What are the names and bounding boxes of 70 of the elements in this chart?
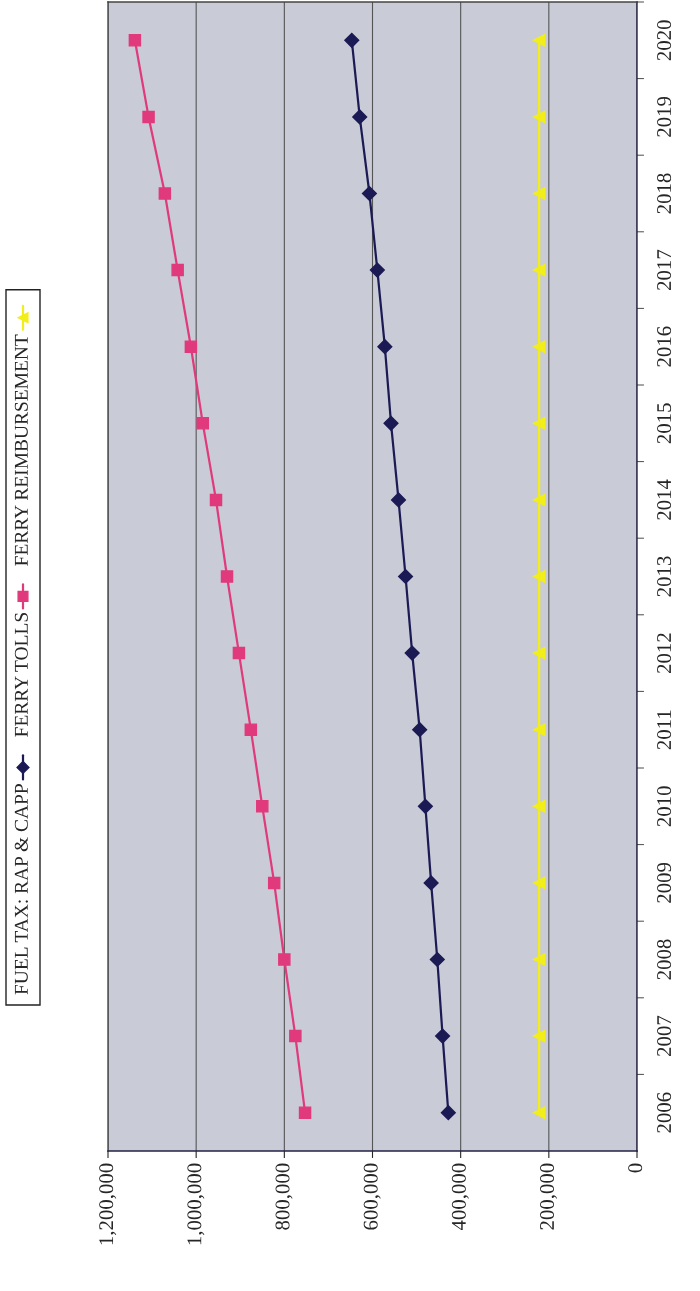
x-tick-label: 600,000	[363, 1163, 381, 1230]
point	[171, 263, 184, 277]
y-tick-label: 2015	[657, 403, 672, 444]
point	[298, 1106, 312, 1119]
point	[361, 185, 377, 202]
point	[429, 951, 445, 968]
x-tick-label: 800,000	[275, 1163, 293, 1230]
point	[532, 570, 546, 583]
point	[397, 568, 414, 585]
point	[278, 953, 291, 966]
point	[532, 1106, 546, 1119]
point	[417, 798, 433, 814]
point	[532, 34, 546, 47]
point	[423, 875, 439, 891]
point	[232, 646, 246, 660]
point	[369, 262, 385, 278]
point	[412, 722, 428, 738]
point	[344, 32, 360, 48]
point	[267, 876, 281, 890]
legend-label: FERRY REIMBURSEMENT	[14, 334, 28, 566]
legend-label: FERRY TOLLS	[14, 613, 28, 737]
point	[158, 187, 172, 200]
point	[383, 415, 399, 431]
y-tick-label: 2014	[657, 479, 672, 520]
point	[377, 339, 393, 355]
point	[532, 646, 546, 660]
y-tick-label: 2013	[657, 556, 672, 597]
x-tick-label: 1,000,000	[187, 1163, 205, 1245]
point	[435, 1028, 451, 1044]
point	[220, 570, 234, 583]
x-tick-label: 1,200,000	[99, 1163, 117, 1245]
y-tick-label: 2010	[657, 786, 672, 827]
point	[532, 800, 546, 813]
point	[532, 263, 546, 277]
legend-label: FUEL TAX: RAP & CAPP	[14, 784, 28, 995]
point	[532, 876, 546, 890]
point	[352, 109, 368, 125]
y-tick-label: 2019	[657, 96, 672, 137]
point	[440, 1105, 456, 1121]
point	[532, 187, 546, 200]
point	[390, 492, 407, 508]
point	[532, 1029, 546, 1043]
point	[128, 34, 142, 47]
y-tick-label: 2012	[657, 633, 672, 674]
point	[244, 723, 258, 736]
point	[256, 800, 269, 813]
point	[532, 493, 546, 507]
y-tick-label: 2017	[657, 249, 672, 291]
y-tick-label: 2018	[657, 173, 672, 214]
point	[532, 953, 546, 966]
point	[289, 1029, 302, 1043]
point	[532, 723, 546, 736]
y-tick-label: 2020	[657, 20, 672, 61]
point	[532, 110, 546, 124]
y-tick-label: 2011	[657, 710, 672, 750]
x-tick-label: 400,000	[451, 1163, 469, 1231]
x-tick-label: 200,000	[539, 1163, 558, 1230]
point	[404, 645, 420, 661]
point	[532, 417, 546, 430]
point	[209, 493, 223, 507]
point	[196, 417, 210, 430]
point	[142, 110, 155, 124]
y-tick-label: 2007	[657, 1015, 672, 1057]
y-tick-label: 2016	[657, 326, 672, 367]
y-tick-label: 2008	[657, 939, 672, 980]
point	[532, 340, 546, 353]
x-tick-label: 0	[628, 1163, 643, 1173]
y-tick-label: 2006	[657, 1092, 672, 1133]
y-tick-label: 2009	[657, 862, 672, 903]
point	[184, 340, 198, 353]
